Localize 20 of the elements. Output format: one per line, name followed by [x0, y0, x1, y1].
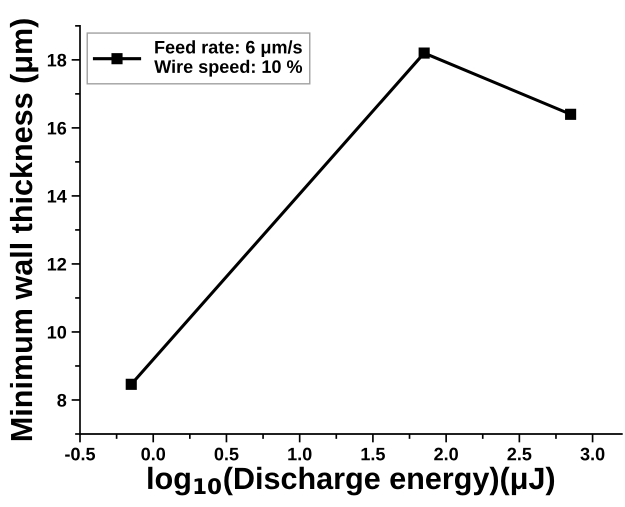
point	[565, 108, 576, 120]
x-tick-label: 0.5	[214, 448, 238, 460]
x-tick-label: 3.0	[580, 448, 604, 460]
x-tick-label: 1.5	[361, 448, 385, 460]
y-tick-label: 10	[48, 326, 66, 339]
y-axis-title: Minimum wall thickness (μm)	[10, 19, 38, 440]
y-tick-label: 8	[57, 394, 66, 407]
legend-label: Feed rate: 6 μm/s Wire speed: 10 %	[154, 40, 302, 77]
point	[418, 48, 430, 59]
x-axis-title: log$_{10}$(Discharge energy)(μJ)	[148, 466, 554, 496]
x-tick-label: 2.5	[507, 448, 532, 460]
y-tick-label: 18	[48, 54, 66, 67]
x-tick-label: -0.5	[65, 448, 96, 460]
y-tick-label: 14	[48, 190, 67, 202]
x-tick-label: 2.0	[434, 448, 458, 460]
point	[126, 378, 137, 390]
y-tick-label: 12	[48, 258, 66, 270]
y-tick-label: 16	[48, 122, 66, 135]
x-tick-label: 1.0	[288, 448, 312, 460]
x-tick-label: 0.0	[141, 448, 166, 460]
